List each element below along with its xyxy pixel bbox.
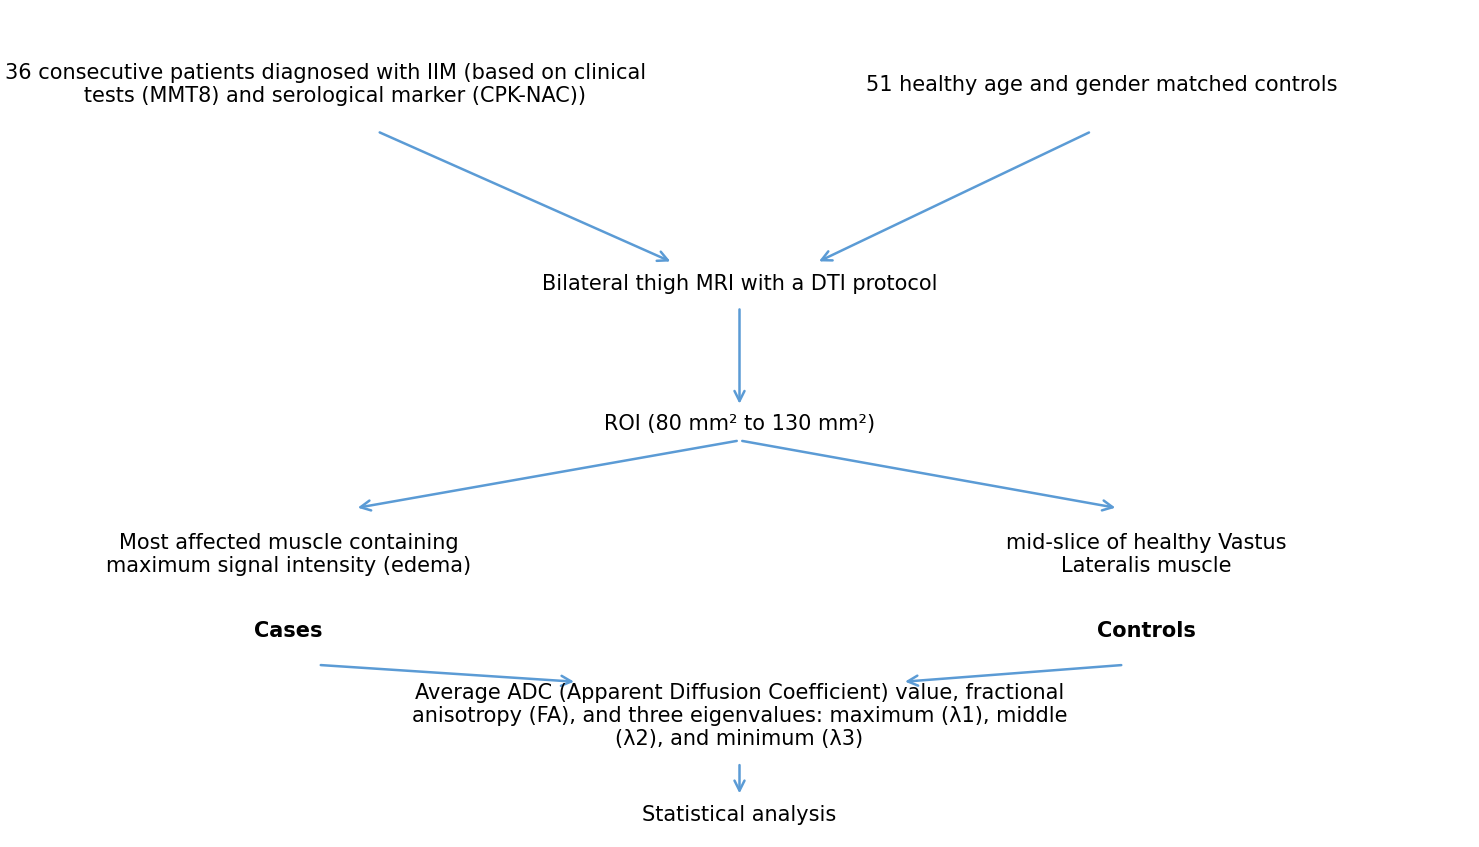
Text: Most affected muscle containing
maximum signal intensity (edema): Most affected muscle containing maximum … [106,533,470,577]
Text: Controls: Controls [1097,621,1195,641]
Text: ROI (80 mm² to 130 mm²): ROI (80 mm² to 130 mm²) [603,413,876,434]
Text: Statistical analysis: Statistical analysis [642,805,837,825]
Text: 51 healthy age and gender matched controls: 51 healthy age and gender matched contro… [867,75,1337,95]
Text: 36 consecutive patients diagnosed with IIM (based on clinical
   tests (MMT8) an: 36 consecutive patients diagnosed with I… [4,63,646,107]
Text: Bilateral thigh MRI with a DTI protocol: Bilateral thigh MRI with a DTI protocol [541,274,938,294]
Text: Cases: Cases [254,621,322,641]
Text: Average ADC (Apparent Diffusion Coefficient) value, fractional
anisotropy (FA), : Average ADC (Apparent Diffusion Coeffici… [411,683,1068,749]
Text: mid-slice of healthy Vastus
Lateralis muscle: mid-slice of healthy Vastus Lateralis mu… [1006,533,1287,577]
